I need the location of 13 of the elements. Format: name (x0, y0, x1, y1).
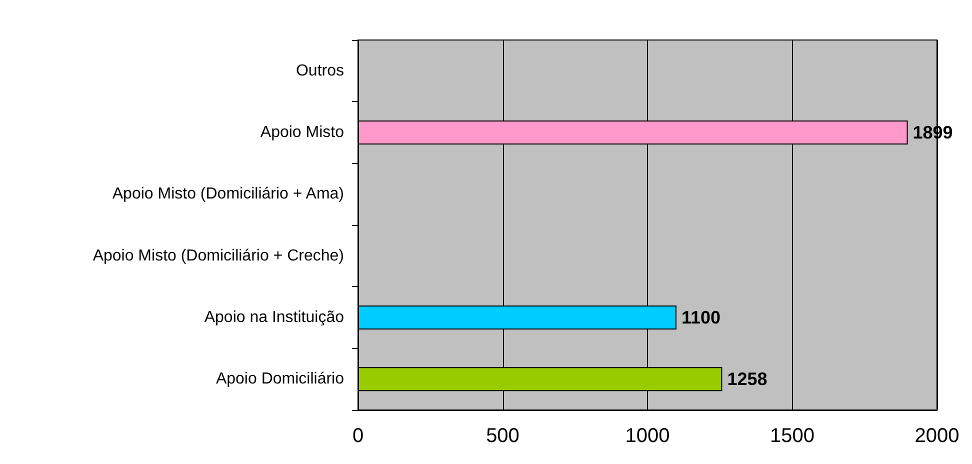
x-tick-label: 0 (352, 425, 364, 447)
y-tick-label: Apoio Misto (Domiciliário + Ama) (112, 186, 344, 203)
data-label: 1258 (727, 369, 768, 390)
data-label: 1100 (681, 308, 721, 328)
x-tick-label: 1000 (625, 425, 670, 447)
x-tick-label: 500 (486, 425, 520, 447)
y-tick-label: Apoio Misto (Domiciliário + Creche) (92, 247, 344, 264)
y-tick-label: Apoio Domiciliário (216, 370, 344, 388)
y-tick-label: Outros (296, 62, 344, 80)
x-tick-label: 2000 (914, 425, 960, 447)
y-tick-label: Apoio na Instituição (204, 309, 344, 326)
x-tick-label: 1500 (770, 425, 814, 447)
y-tick-label: Apoio Misto (260, 124, 344, 141)
